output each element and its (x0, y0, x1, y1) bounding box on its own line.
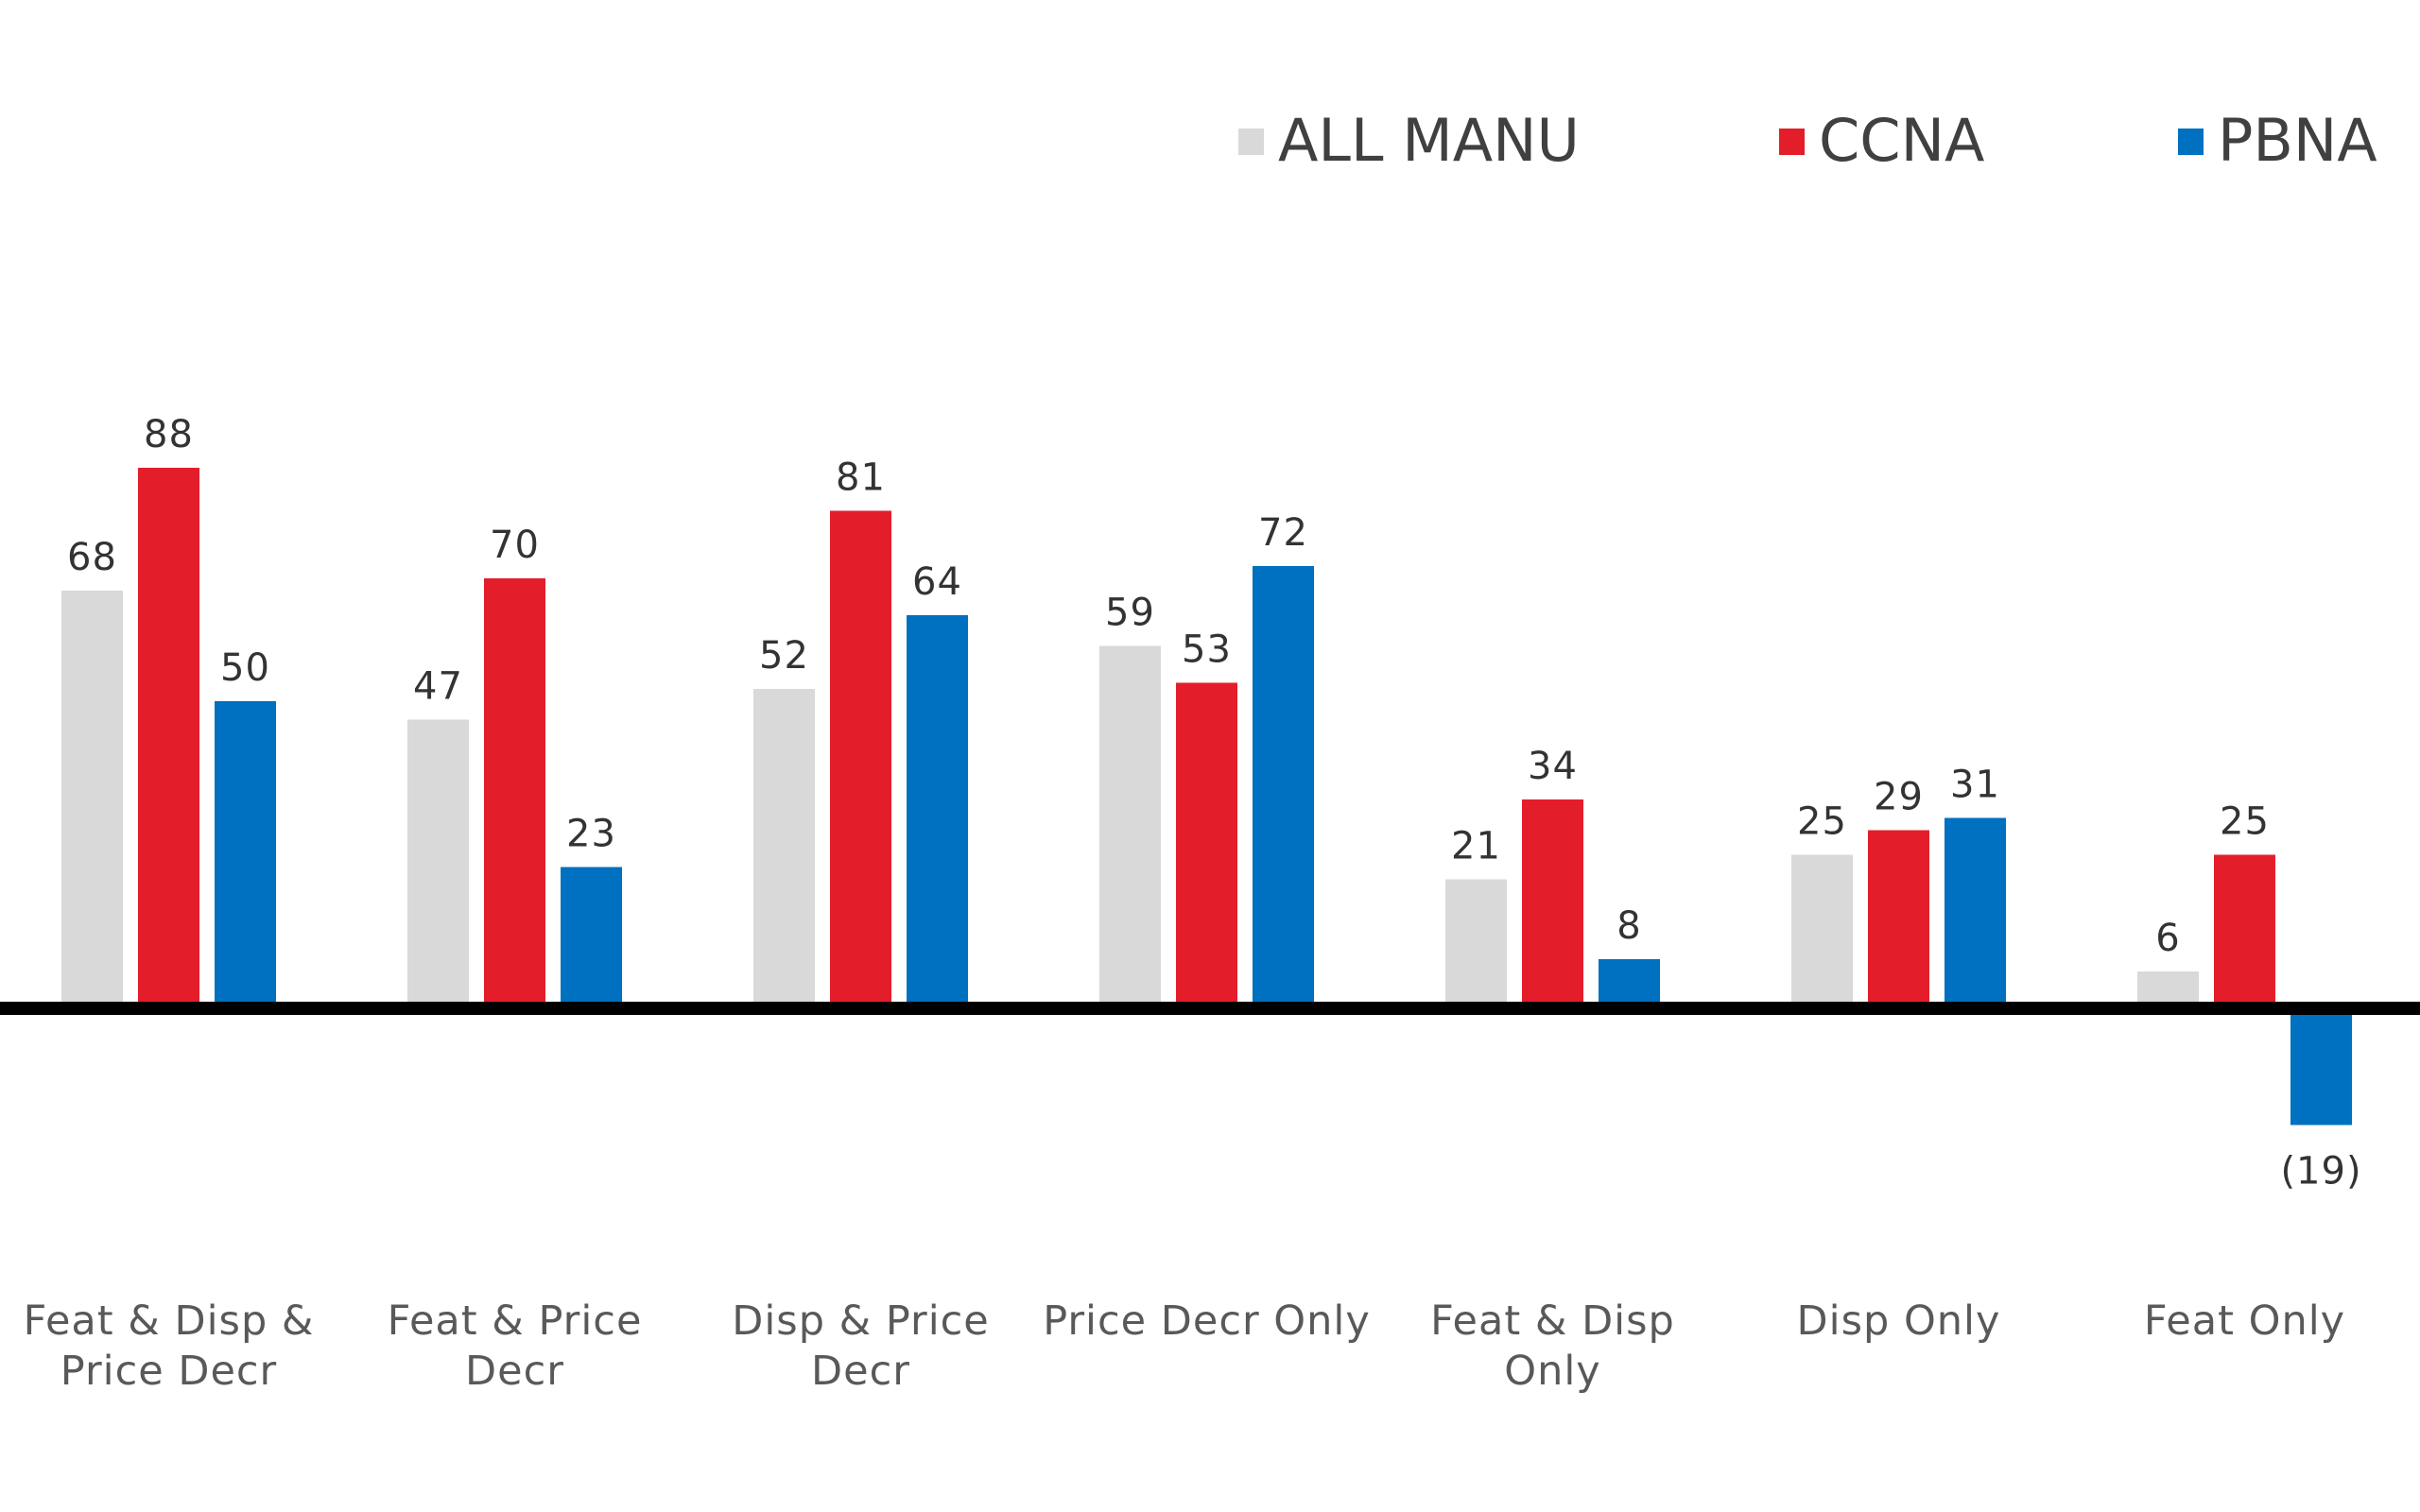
bar-pbna-2 (907, 615, 968, 1008)
bar-ccna-2 (830, 510, 891, 1008)
data-label: 64 (912, 560, 962, 604)
category-label: Disp & Price (732, 1297, 990, 1345)
x-axis-line (0, 1002, 2420, 1015)
data-label: 34 (1528, 745, 1578, 788)
category-label: Disp Only (1797, 1297, 2001, 1345)
bar-ccna-1 (484, 578, 545, 1008)
legend-label: CCNA (1819, 106, 1984, 175)
bar-all-manu-0 (61, 591, 123, 1008)
category-label: Feat & Disp (1430, 1297, 1675, 1345)
bar-pbna-0 (215, 701, 276, 1008)
data-label: 47 (413, 665, 463, 709)
legend-label: PBNA (2218, 106, 2377, 175)
data-label: 59 (1105, 592, 1155, 635)
data-label: 21 (1451, 825, 1501, 868)
bar-pbna-5 (1945, 817, 2006, 1008)
bar-all-manu-2 (753, 689, 815, 1008)
bar-ccna-5 (1868, 830, 1929, 1008)
data-label: 53 (1182, 628, 1232, 672)
category-label: Feat Only (2144, 1297, 2345, 1345)
category-label: Decr (811, 1348, 910, 1395)
category-label: Decr (465, 1348, 564, 1395)
bar-ccna-6 (2214, 854, 2275, 1008)
legend-swatch-ccna (1779, 129, 1805, 155)
data-label: 70 (490, 524, 540, 567)
category-label: Only (1504, 1348, 1601, 1395)
data-label: (19) (2280, 1150, 2361, 1194)
bar-pbna-4 (1599, 959, 1660, 1008)
bar-all-manu-1 (407, 719, 469, 1008)
data-label: 50 (220, 646, 270, 690)
category-label: Price Decr (60, 1348, 277, 1395)
data-label: 25 (1797, 800, 1847, 844)
bar-all-manu-3 (1099, 645, 1161, 1008)
data-label: 52 (759, 634, 809, 678)
data-label: 25 (2220, 800, 2270, 844)
category-label: Price Decr Only (1043, 1297, 1371, 1345)
bar-pbna-6 (2290, 1008, 2352, 1125)
data-label: 68 (67, 536, 117, 579)
legend-swatch-all-manu (1238, 129, 1264, 155)
data-label: 8 (1616, 904, 1641, 948)
data-label: 81 (836, 456, 886, 500)
bar-ccna-0 (138, 468, 199, 1008)
bar-pbna-1 (561, 867, 622, 1008)
legend-swatch-pbna (2178, 129, 2204, 155)
bar-all-manu-5 (1791, 854, 1853, 1008)
data-label: 23 (566, 813, 616, 856)
category-label: Feat & Price (388, 1297, 643, 1345)
category-label: Feat & Disp & (24, 1297, 315, 1345)
data-label: 88 (144, 413, 194, 456)
data-label: 72 (1258, 511, 1308, 555)
data-label: 29 (1874, 776, 1924, 819)
bar-ccna-4 (1522, 799, 1583, 1008)
legend-label: ALL MANU (1278, 106, 1580, 175)
data-label: 31 (1950, 764, 2000, 807)
bar-ccna-3 (1176, 682, 1237, 1008)
data-label: 6 (2155, 917, 2180, 960)
bar-pbna-3 (1253, 566, 1314, 1008)
bar-all-manu-4 (1445, 879, 1507, 1008)
